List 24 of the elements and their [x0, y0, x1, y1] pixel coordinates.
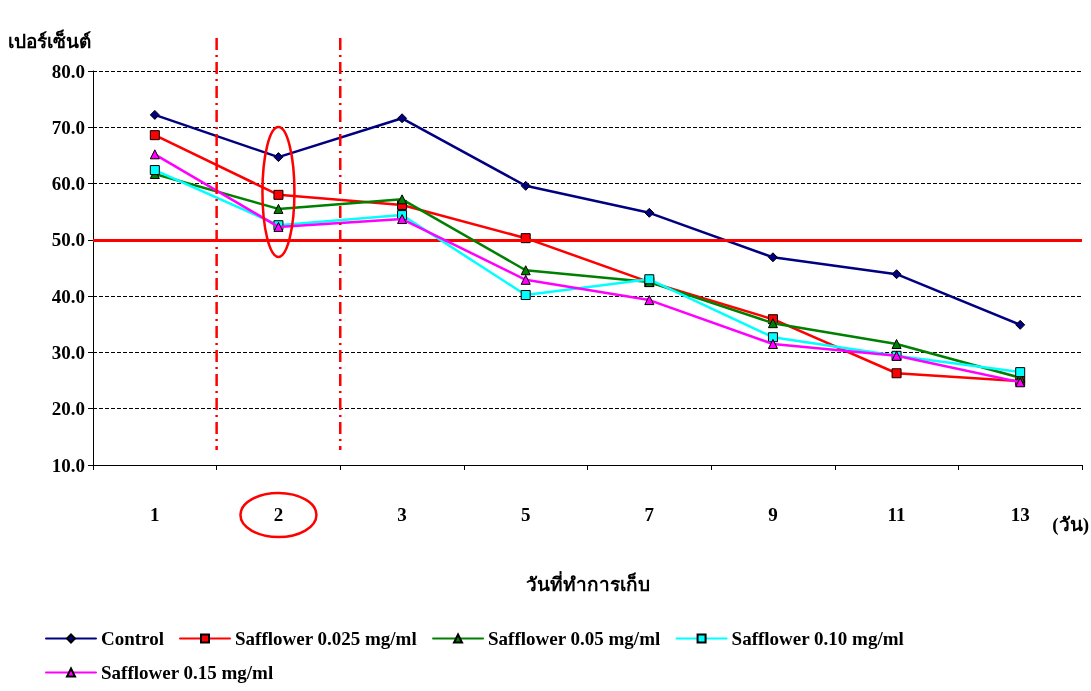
legend-label: Safflower 0.025 mg/ml: [234, 628, 417, 649]
y-tick-label: 60.0: [51, 173, 85, 195]
legend-label: Safflower 0.05 mg/ml: [488, 628, 661, 649]
x-tick-label: 3: [397, 504, 407, 525]
x-tick-label: 7: [644, 504, 655, 525]
legend-label: Safflower 0.10 mg/ml: [731, 628, 904, 649]
legend-label: Safflower 0.15 mg/ml: [101, 662, 274, 683]
y-tick-label: 30.0: [51, 341, 85, 363]
x-tick-label: 2: [273, 504, 284, 525]
legend-label: Control: [101, 628, 164, 649]
x-tick-label: 5: [520, 504, 531, 525]
x-tick-label: 11: [887, 504, 906, 525]
x-axis-title: วันที่ทำการเก็บ: [525, 571, 650, 595]
y-axis-title: เปอร์เซ็นต์: [8, 29, 91, 52]
y-tick-label: 50.0: [51, 229, 85, 251]
y-tick-label: 10.0: [51, 454, 85, 476]
y-tick-label: 80.0: [51, 60, 85, 82]
y-tick-label: 20.0: [51, 398, 85, 420]
x-tick-label: 1: [150, 504, 160, 525]
x-tick-label: 13: [1010, 504, 1030, 525]
y-tick-label: 40.0: [51, 285, 85, 307]
y-tick-label: 70.0: [51, 116, 85, 138]
x-tick-label: 9: [768, 504, 778, 525]
text: (วัน): [1052, 514, 1089, 536]
